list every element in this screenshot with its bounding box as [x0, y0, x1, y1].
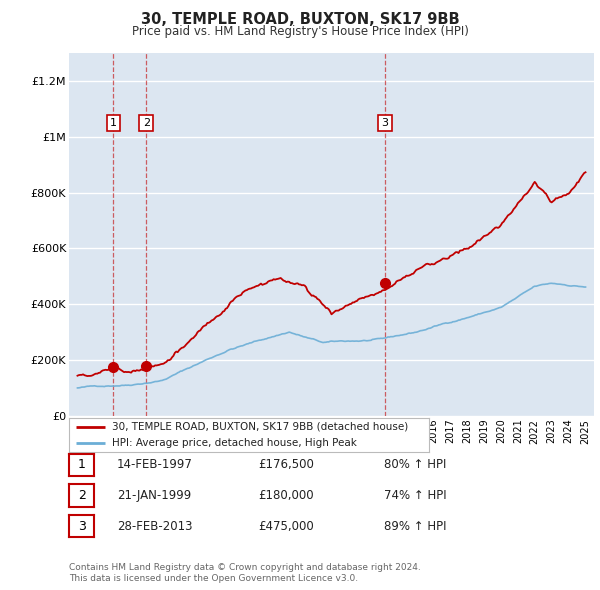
Text: 14-FEB-1997: 14-FEB-1997 [117, 458, 193, 471]
Text: 3: 3 [382, 118, 389, 128]
Text: 89% ↑ HPI: 89% ↑ HPI [384, 520, 446, 533]
Text: Price paid vs. HM Land Registry's House Price Index (HPI): Price paid vs. HM Land Registry's House … [131, 25, 469, 38]
Text: 80% ↑ HPI: 80% ↑ HPI [384, 458, 446, 471]
Text: 1: 1 [110, 118, 117, 128]
Text: Contains HM Land Registry data © Crown copyright and database right 2024.: Contains HM Land Registry data © Crown c… [69, 563, 421, 572]
Text: 28-FEB-2013: 28-FEB-2013 [117, 520, 193, 533]
Text: 2: 2 [143, 118, 150, 128]
Text: £180,000: £180,000 [258, 489, 314, 502]
Text: 2: 2 [77, 489, 86, 502]
Text: 3: 3 [77, 520, 86, 533]
Text: £176,500: £176,500 [258, 458, 314, 471]
Text: This data is licensed under the Open Government Licence v3.0.: This data is licensed under the Open Gov… [69, 574, 358, 583]
Text: HPI: Average price, detached house, High Peak: HPI: Average price, detached house, High… [112, 438, 357, 448]
Text: 1: 1 [77, 458, 86, 471]
Text: 30, TEMPLE ROAD, BUXTON, SK17 9BB: 30, TEMPLE ROAD, BUXTON, SK17 9BB [140, 12, 460, 27]
Text: £475,000: £475,000 [258, 520, 314, 533]
Text: 74% ↑ HPI: 74% ↑ HPI [384, 489, 446, 502]
Text: 21-JAN-1999: 21-JAN-1999 [117, 489, 191, 502]
Text: 30, TEMPLE ROAD, BUXTON, SK17 9BB (detached house): 30, TEMPLE ROAD, BUXTON, SK17 9BB (detac… [112, 422, 409, 432]
